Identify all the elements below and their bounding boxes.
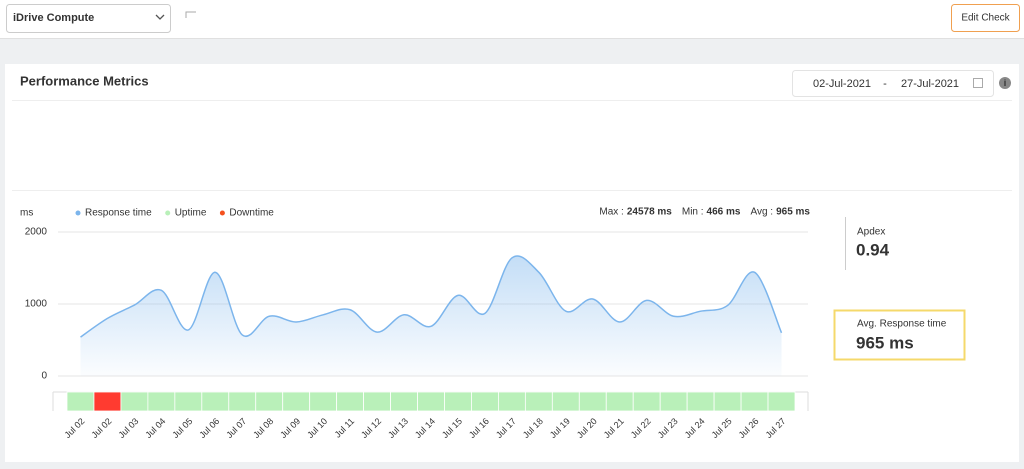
status-cell (632, 391, 661, 412)
response-line (80, 255, 783, 338)
status-cell (713, 391, 742, 412)
stat-label: Avg : (750, 207, 773, 218)
status-cell (201, 391, 230, 412)
stat-value: 466 ms (707, 207, 741, 218)
select-text: iDrive Compute (13, 12, 94, 24)
date-from: 02-Jul-2021 (813, 78, 871, 90)
stat-label: Max : (599, 207, 623, 218)
button-text: Edit Check (961, 13, 1010, 24)
legend-dot (75, 210, 81, 216)
status-cell (444, 391, 472, 412)
info-icon-glyph: i (1004, 78, 1007, 88)
y-axis-label: ms (20, 208, 33, 219)
apdex-label: Apdex (857, 227, 885, 238)
y-tick-label: 1000 (25, 299, 48, 310)
stat-value: 965 ms (776, 207, 810, 218)
edit-check-button[interactable] (951, 4, 1020, 32)
status-cell (336, 391, 364, 412)
status-cell (363, 391, 391, 412)
info-icon[interactable] (999, 77, 1011, 89)
status-cell (498, 391, 526, 412)
check-select[interactable] (6, 4, 171, 33)
status-cell (93, 391, 122, 412)
status-cell (471, 391, 499, 412)
legend-label: Downtime (229, 208, 274, 219)
status-cell (309, 391, 338, 412)
status-cell (120, 391, 149, 412)
status-cell (390, 391, 418, 412)
status-cell (605, 391, 634, 412)
date-to: 27-Jul-2021 (901, 78, 959, 90)
status-cell (740, 391, 769, 412)
legend-label: Response time (85, 208, 152, 219)
y-tick-label: 2000 (25, 227, 48, 238)
calendar-icon (973, 78, 983, 88)
status-cell (659, 391, 688, 412)
y-tick-label: 0 (41, 371, 47, 382)
apdex-value: 0.94 (856, 240, 890, 259)
select-caret (155, 14, 165, 20)
legend-dot (165, 210, 171, 216)
status-cell (551, 391, 580, 412)
stat-value: 24578 ms (627, 207, 672, 218)
status-cell (282, 391, 311, 412)
date-separator: - (883, 78, 887, 90)
status-cell (767, 391, 796, 412)
status-cell (147, 391, 176, 412)
response-area (80, 255, 782, 376)
status-cell (255, 391, 284, 412)
expand-icon[interactable] (185, 11, 196, 18)
legend-dot (219, 210, 225, 216)
status-cell (524, 391, 553, 412)
avg-label: Avg. Response time (857, 319, 947, 330)
status-cell (66, 391, 95, 412)
status-cell (174, 391, 203, 412)
stat-label: Min : (682, 207, 704, 218)
date-picker[interactable] (792, 70, 994, 97)
status-cell (578, 391, 607, 412)
avg-value: 965 ms (856, 333, 914, 352)
card-title: Performance Metrics (20, 73, 149, 88)
avg-highlight (833, 309, 966, 361)
status-cell (228, 391, 257, 412)
legend-label: Uptime (175, 208, 207, 219)
status-cell (417, 391, 445, 412)
status-cell (686, 391, 715, 412)
